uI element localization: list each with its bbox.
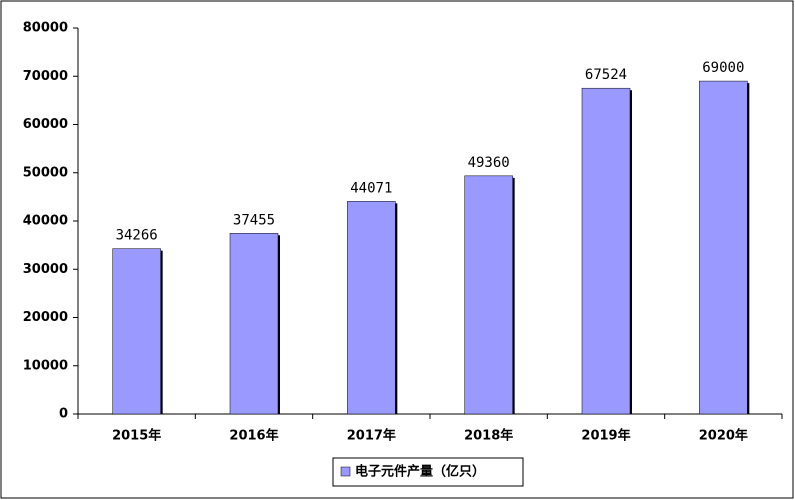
y-tick-label: 0: [59, 407, 68, 422]
y-tick-label: 40000: [23, 214, 68, 229]
x-tick-label: 2017年: [347, 428, 396, 444]
y-tick-label: 80000: [23, 21, 68, 36]
value-label: 44071: [350, 180, 392, 196]
bar: [112, 248, 161, 415]
bar: [347, 201, 396, 415]
legend-label: 电子元件产量（亿只）: [355, 464, 485, 480]
value-label: 69000: [702, 60, 744, 76]
bar: [699, 80, 748, 415]
y-tick-label: 50000: [23, 165, 68, 180]
bar: [581, 87, 631, 415]
value-label: 67524: [585, 67, 627, 83]
y-tick-label: 20000: [23, 310, 68, 325]
x-tick-label: 2019年: [581, 428, 630, 444]
value-label: 49360: [468, 155, 510, 171]
x-tick-label: 2016年: [229, 428, 278, 444]
value-label: 34266: [116, 228, 158, 244]
x-tick-label: 2015年: [112, 428, 161, 444]
bar: [229, 233, 279, 415]
bar: [464, 175, 513, 415]
value-label: 37455: [233, 212, 275, 228]
y-tick-label: 10000: [23, 358, 68, 373]
legend-swatch: [340, 466, 351, 477]
legend-box: [332, 457, 524, 487]
y-tick-label: 60000: [23, 117, 68, 132]
x-tick-label: 2020年: [699, 428, 748, 444]
y-tick-label: 30000: [23, 262, 68, 277]
y-tick-label: 70000: [23, 69, 68, 84]
x-tick-label: 2018年: [464, 428, 513, 444]
